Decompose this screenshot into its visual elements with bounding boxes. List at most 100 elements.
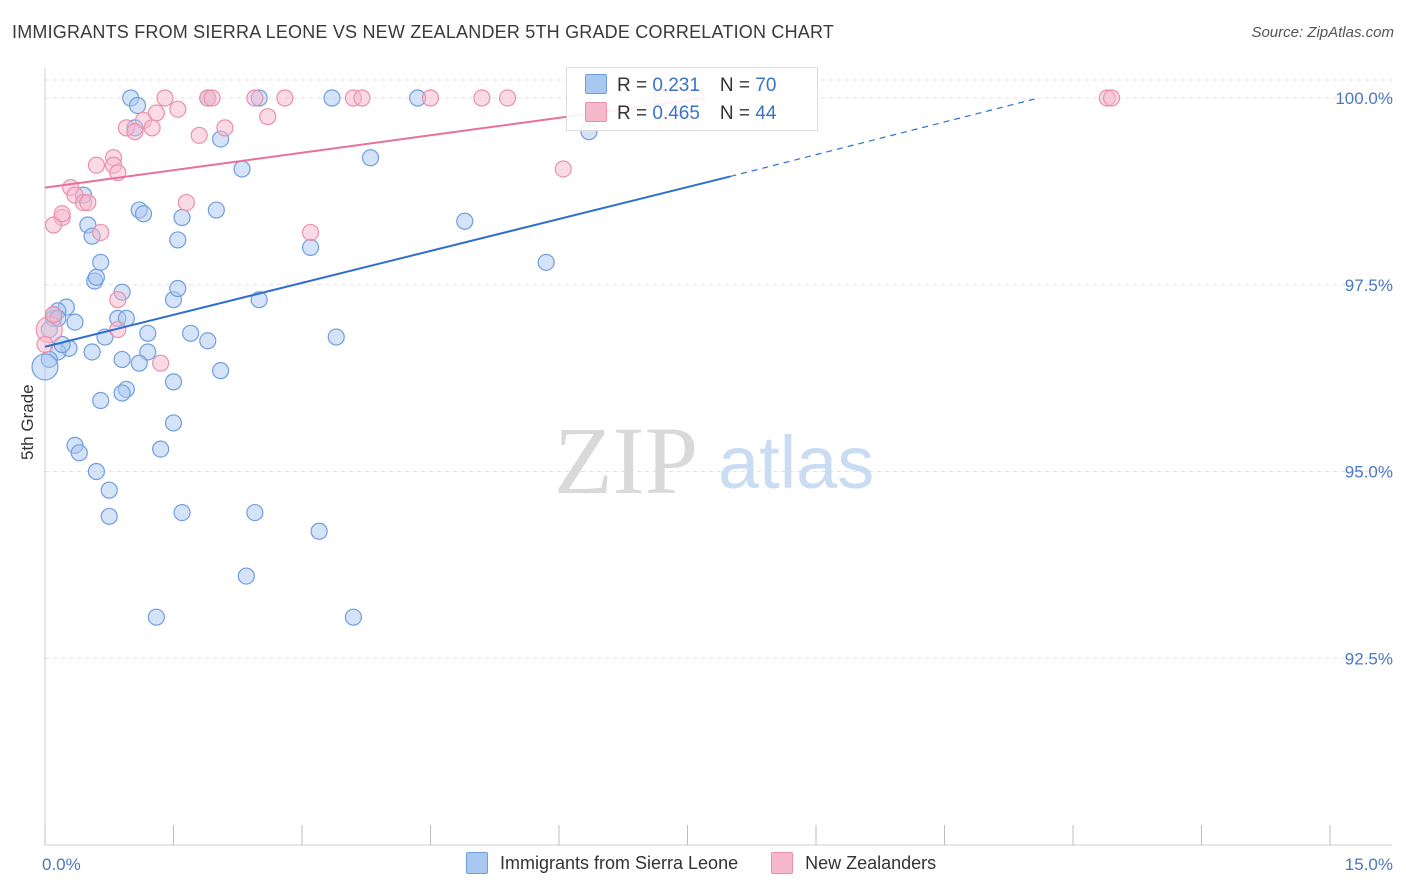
watermark: ZIP atlas bbox=[554, 407, 874, 514]
pink-point bbox=[44, 306, 63, 324]
blue-point bbox=[134, 205, 153, 223]
blue-point bbox=[152, 440, 170, 458]
blue-point bbox=[128, 96, 147, 115]
stats-pink-r-label: R = bbox=[617, 103, 653, 124]
blue-point bbox=[164, 414, 183, 432]
pink-point bbox=[203, 89, 221, 107]
pink-point bbox=[246, 89, 264, 107]
legend-blue-swatch bbox=[466, 852, 488, 874]
blue-point bbox=[139, 324, 157, 342]
legend-blue-label: Immigrants from Sierra Leone bbox=[500, 852, 739, 873]
blue-point bbox=[237, 567, 255, 585]
stats-pink-n-label: N = bbox=[719, 103, 756, 124]
legend: Immigrants from Sierra Leone New Zealand… bbox=[466, 852, 964, 879]
blue-point bbox=[113, 384, 131, 402]
blue-point bbox=[83, 343, 101, 361]
blue-point bbox=[310, 522, 328, 540]
stats-pink-r-value: 0.465 bbox=[652, 103, 700, 124]
blue-point bbox=[212, 362, 230, 380]
pink-point bbox=[421, 89, 440, 107]
blue-trend-line bbox=[44, 175, 731, 348]
blue-point bbox=[537, 253, 555, 271]
blue-point bbox=[164, 373, 183, 391]
blue-point bbox=[250, 291, 268, 309]
stats-blue-n-label: N = bbox=[719, 75, 756, 96]
pink-point bbox=[79, 193, 97, 212]
blue-point bbox=[100, 481, 118, 499]
blue-swatch bbox=[585, 74, 607, 94]
pink-point bbox=[53, 205, 71, 223]
y-tick-label: 97.5% bbox=[1345, 276, 1393, 295]
blue-point bbox=[456, 212, 474, 230]
source-label: Source: ZipAtlas.com bbox=[1251, 24, 1394, 41]
pink-point bbox=[353, 89, 371, 107]
pink-point bbox=[1102, 89, 1121, 107]
stats-blue-r-label: R = bbox=[617, 75, 653, 96]
stats-box: R = 0.231 N = 70 R = 0.465 N = 44 bbox=[566, 67, 818, 131]
stats-row-blue: R = 0.231 N = 70 bbox=[585, 74, 776, 100]
x-tick-label-max: 15.0% bbox=[1345, 855, 1393, 874]
blue-point bbox=[207, 201, 225, 219]
legend-item-pink[interactable]: New Zealanders bbox=[771, 852, 936, 874]
blue-point bbox=[199, 332, 217, 350]
pink-point bbox=[87, 156, 106, 174]
blue-point bbox=[344, 608, 362, 626]
pink-point bbox=[190, 126, 208, 144]
blue-point bbox=[31, 353, 59, 381]
tick-label-layer: 100.0% 97.5% 95.0% 92.5% 0.0% 15.0% bbox=[42, 89, 1393, 874]
blue-point bbox=[323, 89, 341, 107]
pink-point bbox=[92, 223, 110, 242]
pink-point bbox=[169, 100, 187, 118]
blue-point bbox=[92, 253, 110, 271]
pink-point bbox=[301, 223, 320, 242]
watermark-atlas: atlas bbox=[718, 421, 874, 504]
stats-pink-n-value: 44 bbox=[755, 103, 777, 124]
pink-point bbox=[216, 119, 234, 137]
y-tick-label: 95.0% bbox=[1345, 463, 1393, 482]
blue-point bbox=[87, 462, 106, 481]
pink-point bbox=[126, 123, 144, 141]
pink-point bbox=[499, 89, 517, 107]
watermark-zip: ZIP bbox=[554, 407, 698, 514]
legend-pink-label: New Zealanders bbox=[805, 852, 937, 873]
blue-point bbox=[130, 354, 148, 372]
x-tick-label-min: 0.0% bbox=[42, 855, 81, 874]
blue-point bbox=[70, 444, 88, 462]
pink-point bbox=[177, 193, 195, 212]
blue-point bbox=[87, 268, 106, 286]
stats-blue-n-value: 70 bbox=[755, 75, 777, 96]
pink-swatch bbox=[585, 102, 607, 122]
blue-point bbox=[246, 503, 264, 522]
pink-point bbox=[473, 89, 491, 107]
axes-layer bbox=[44, 68, 1392, 846]
blue-point bbox=[169, 231, 187, 249]
blue-point bbox=[233, 160, 251, 178]
pink-point bbox=[109, 291, 127, 309]
blue-point bbox=[169, 279, 187, 298]
blue-point bbox=[327, 328, 345, 346]
pink-point bbox=[156, 89, 174, 107]
blue-trend-extension bbox=[730, 97, 1039, 178]
points-layer bbox=[31, 89, 1121, 626]
pink-point bbox=[276, 89, 294, 107]
blue-point bbox=[361, 149, 380, 167]
blue-point bbox=[100, 507, 118, 525]
pink-point bbox=[143, 119, 161, 137]
legend-item-blue[interactable]: Immigrants from Sierra Leone bbox=[466, 852, 738, 874]
blue-point bbox=[147, 608, 165, 626]
blue-point bbox=[182, 324, 200, 342]
y-tick-label: 92.5% bbox=[1345, 649, 1393, 668]
blue-point bbox=[66, 313, 84, 331]
blue-point bbox=[173, 208, 191, 227]
blue-point bbox=[301, 238, 320, 256]
blue-point bbox=[92, 391, 110, 410]
y-tick-label: 100.0% bbox=[1335, 89, 1393, 108]
stats-row-pink: R = 0.465 N = 44 bbox=[585, 102, 776, 128]
chart-title: IMMIGRANTS FROM SIERRA LEONE VS NEW ZEAL… bbox=[12, 22, 835, 42]
legend-pink-swatch bbox=[771, 852, 794, 874]
pink-point bbox=[152, 354, 170, 372]
pink-point bbox=[554, 160, 572, 178]
pink-point bbox=[259, 108, 277, 126]
blue-point bbox=[173, 503, 191, 522]
